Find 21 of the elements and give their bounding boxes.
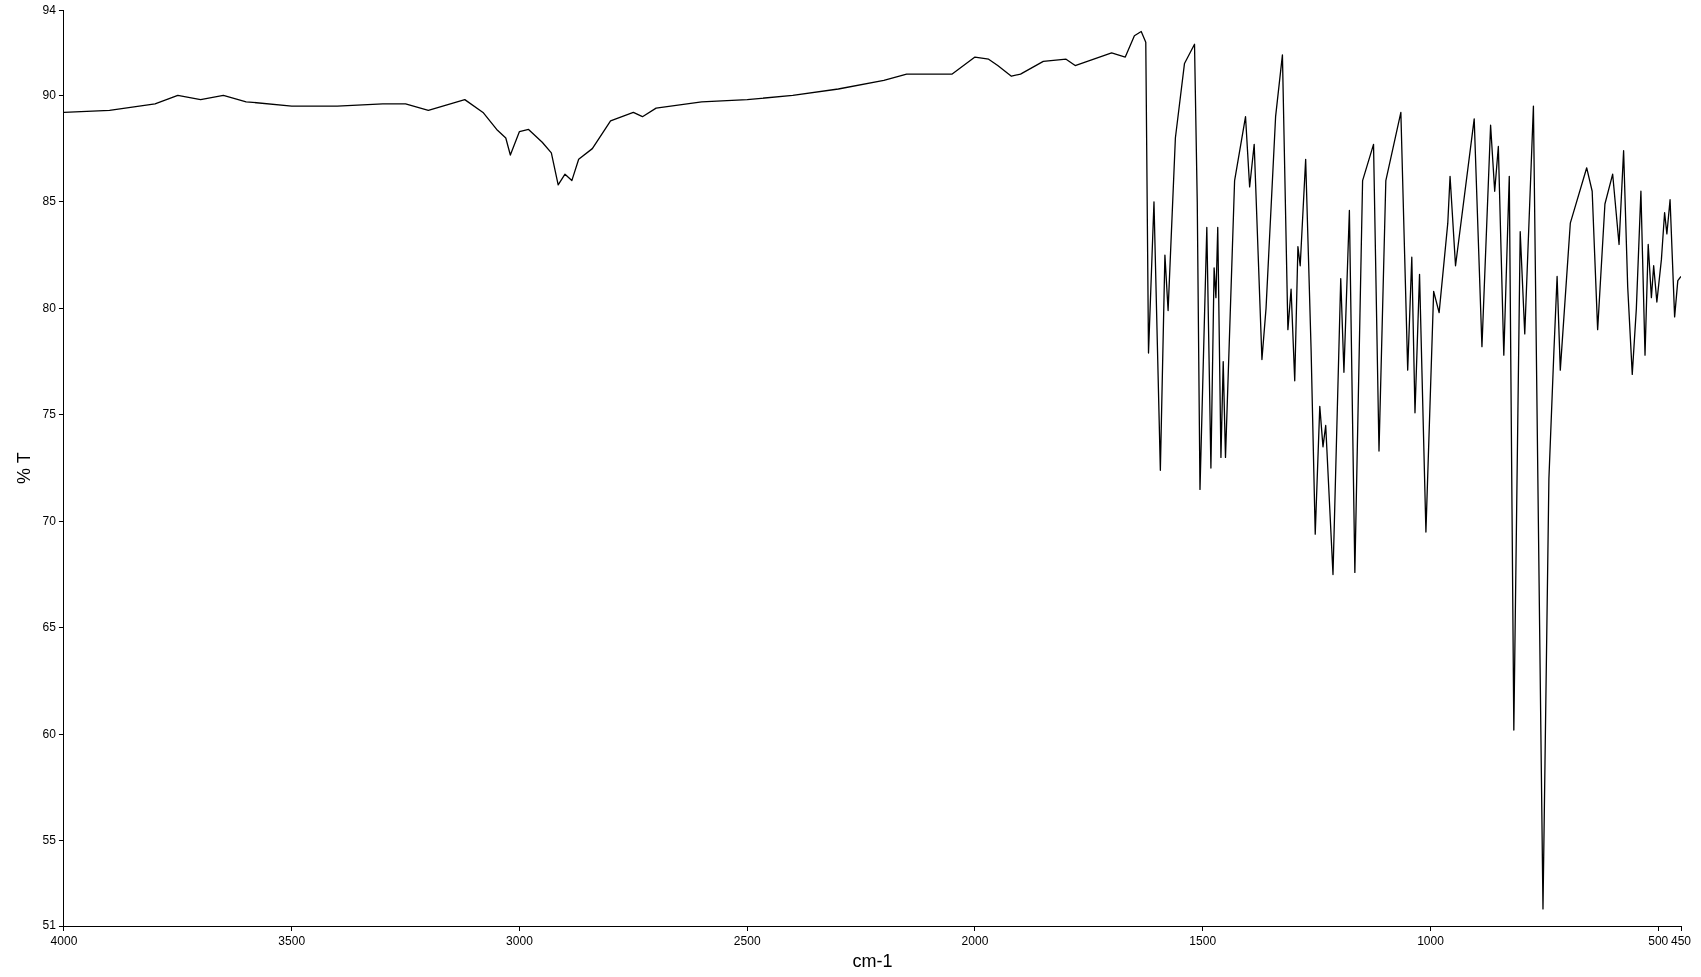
y-tick-label: 51 [42, 918, 57, 933]
y-tick-label: 94 [42, 2, 57, 17]
x-tick-label: 3000 [506, 933, 534, 948]
x-tick-label: 4000 [50, 933, 78, 948]
x-tick-label: 450 [1670, 933, 1692, 948]
x-tick-label: 500 [1648, 933, 1669, 948]
x-tick-label: 2000 [961, 933, 989, 948]
x-tick-label: 3500 [278, 933, 306, 948]
y-tick-label: 70 [42, 513, 57, 528]
y-tick-label: 65 [42, 620, 57, 635]
y-tick-label: 60 [42, 726, 57, 741]
y-tick-label: 55 [42, 833, 57, 848]
y-tick-label: 75 [42, 407, 57, 422]
x-tick-label: 1500 [1189, 933, 1217, 948]
x-tick-label: 2500 [733, 933, 761, 948]
y-tick-label: 80 [42, 300, 57, 315]
x-axis-title: cm-1 [852, 951, 893, 972]
y-tick-label: 85 [42, 194, 57, 209]
y-tick-label: 90 [42, 87, 57, 102]
y-axis-title: % T [13, 452, 34, 484]
x-tick-label: 1000 [1417, 933, 1445, 948]
